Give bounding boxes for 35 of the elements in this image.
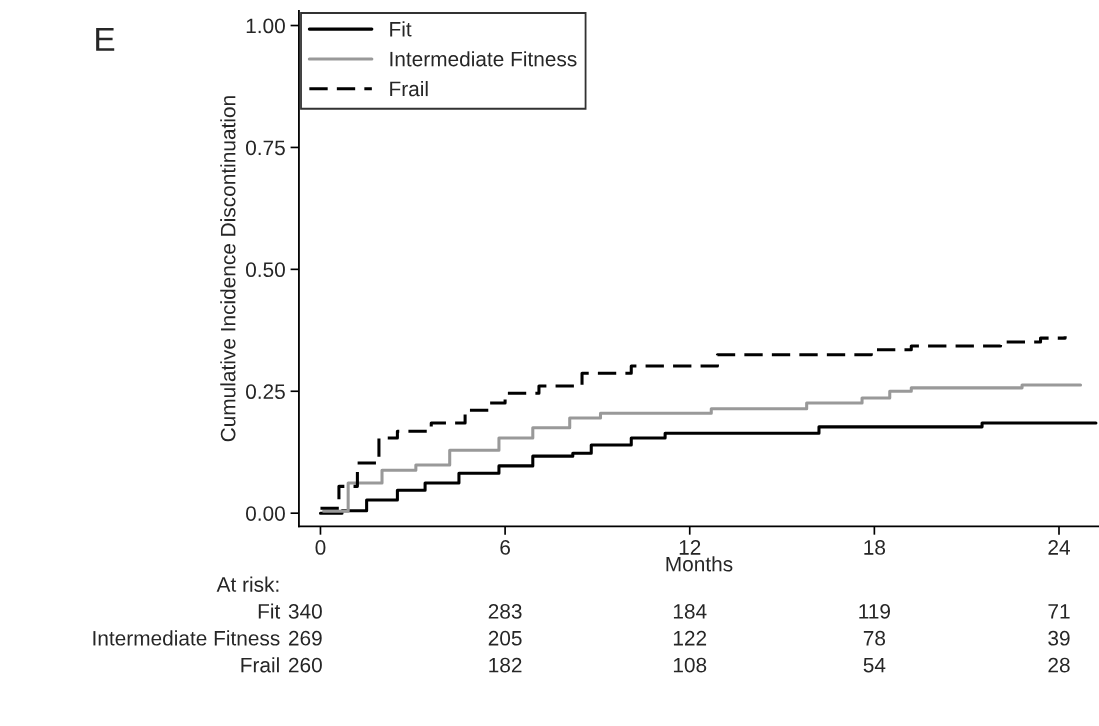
text: 122	[673, 630, 707, 646]
text: 340	[288, 604, 322, 619]
y-tick-label: 0.50	[246, 262, 285, 278]
text: 182	[489, 657, 522, 673]
legend-label: Intermediate Fitness	[390, 51, 577, 67]
text: 39	[1048, 630, 1070, 646]
text: 184	[673, 604, 707, 619]
text: Fit	[258, 603, 281, 619]
y-tick-label: 0.00	[246, 506, 285, 521]
y-axis-title: Cumulative Incidence Discontinuation	[220, 96, 236, 442]
text: 119	[859, 604, 890, 619]
y-tick-label: 0.25	[246, 384, 285, 400]
text: 205	[488, 630, 522, 646]
x-tick-label: 6	[500, 540, 510, 555]
text: E	[96, 27, 115, 51]
y-tick-label: 1.00	[246, 18, 285, 34]
x-tick-label: 24	[1048, 540, 1070, 555]
text: 71	[1048, 604, 1070, 619]
text: At risk:	[216, 576, 279, 592]
y-tick-label: 0.75	[246, 140, 285, 156]
text: Intermediate Fitness	[93, 630, 280, 646]
text: 108	[673, 657, 707, 673]
text: 78	[863, 630, 886, 646]
x-axis-title: Months	[666, 556, 733, 572]
x-tick-label: 18	[864, 540, 886, 555]
text: 269	[288, 630, 322, 646]
text: 54	[863, 657, 886, 673]
legend-label: Fit	[390, 21, 412, 37]
text: 28	[1048, 657, 1070, 673]
x-tick-label: 0	[315, 540, 326, 555]
text: 283	[488, 604, 522, 619]
text: 260	[288, 657, 322, 673]
text: Frail	[241, 657, 279, 673]
legend-label: Frail	[390, 80, 428, 97]
x-tick-label: 12	[679, 540, 701, 555]
